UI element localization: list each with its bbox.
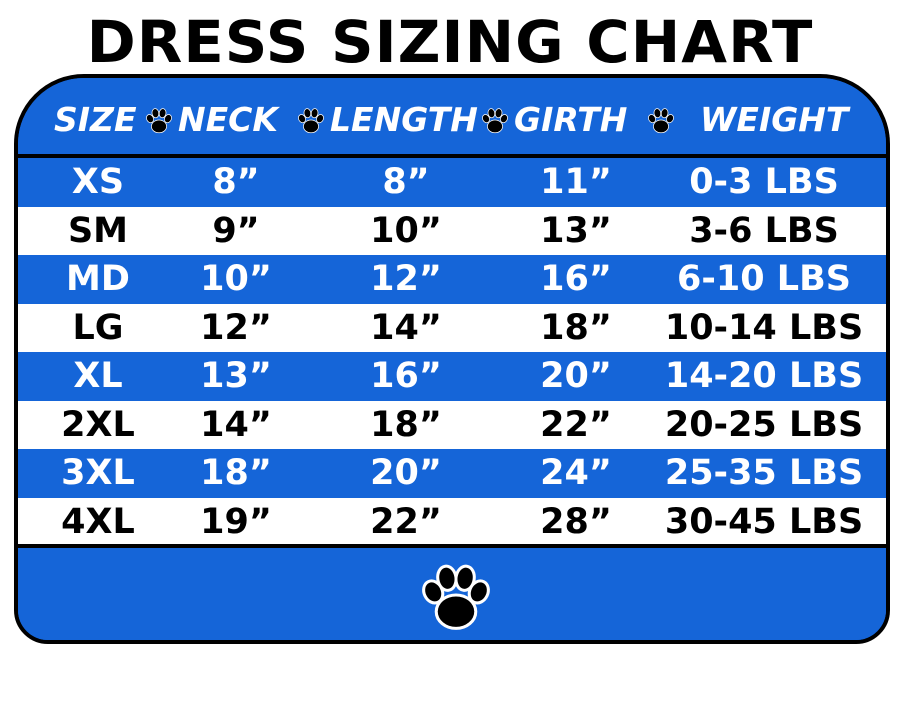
header-weight: WEIGHT xyxy=(700,100,849,139)
cell-size: 3XL xyxy=(61,453,135,493)
cell-weight: 0-3 LBS xyxy=(689,162,839,202)
table-row: XL 13” 16” 20” 14-20 LBS xyxy=(18,352,886,401)
cell-neck: 19” xyxy=(200,501,272,542)
cell-girth: 24” xyxy=(540,453,612,493)
cell-weight: 25-35 LBS xyxy=(664,453,864,493)
cell-size: XL xyxy=(73,356,123,396)
cell-neck: 14” xyxy=(200,404,272,445)
cell-girth: 20” xyxy=(540,356,612,396)
paw-print-icon xyxy=(646,106,676,136)
cell-neck: 9” xyxy=(212,210,260,251)
cell-neck: 8” xyxy=(212,162,260,202)
paw-print-icon xyxy=(418,560,494,636)
cell-size: 4XL xyxy=(61,501,135,542)
cell-girth: 18” xyxy=(540,307,612,348)
paw-print-icon xyxy=(480,106,510,136)
cell-size: SM xyxy=(67,210,129,251)
table-row: 4XL 19” 22” 28” 30-45 LBS xyxy=(18,497,886,546)
table-row: SM 9” 10” 13” 3-6 LBS xyxy=(18,206,886,255)
cell-length: 16” xyxy=(370,356,442,396)
cell-length: 12” xyxy=(370,259,442,299)
paw-print-icon xyxy=(296,106,326,136)
cell-girth: 22” xyxy=(540,404,612,445)
table-row: LG 12” 14” 18” 10-14 LBS xyxy=(18,303,886,352)
cell-length: 10” xyxy=(370,210,442,251)
cell-length: 18” xyxy=(370,404,442,445)
cell-neck: 10” xyxy=(200,259,272,299)
cell-length: 22” xyxy=(370,501,442,542)
paw-print-icon xyxy=(144,106,174,136)
cell-weight: 3-6 LBS xyxy=(689,210,839,251)
chart-title: DRESS SIZING CHART xyxy=(86,8,814,76)
cell-neck: 12” xyxy=(200,307,272,348)
cell-weight: 6-10 LBS xyxy=(677,259,851,299)
header-neck: NECK xyxy=(178,100,278,139)
header-girth: GIRTH xyxy=(514,100,628,139)
table-row: 3XL 18” 20” 24” 25-35 LBS xyxy=(18,449,886,498)
cell-girth: 16” xyxy=(540,259,612,299)
cell-weight: 10-14 LBS xyxy=(664,307,864,348)
table-footer xyxy=(18,544,886,640)
table-row: XS 8” 8” 11” 0-3 LBS xyxy=(18,158,886,207)
cell-length: 20” xyxy=(370,453,442,493)
cell-weight: 20-25 LBS xyxy=(664,404,864,445)
cell-size: MD xyxy=(66,259,130,299)
cell-neck: 13” xyxy=(200,356,272,396)
cell-girth: 28” xyxy=(540,501,612,542)
header-size: SIZE xyxy=(54,100,137,139)
table-row: MD 10” 12” 16” 6-10 LBS xyxy=(18,255,886,304)
cell-length: 14” xyxy=(370,307,442,348)
sizing-table: SIZE NECK LENGTH GIRTH WEIGHT XS 8” 8” 11” 0… xyxy=(14,74,890,644)
cell-weight: 30-45 LBS xyxy=(664,501,864,542)
cell-size: 2XL xyxy=(61,404,135,445)
header-length: LENGTH xyxy=(330,100,478,139)
cell-weight: 14-20 LBS xyxy=(664,356,864,396)
cell-size: LG xyxy=(72,307,124,348)
table-row: 2XL 14” 18” 22” 20-25 LBS xyxy=(18,400,886,449)
cell-girth: 11” xyxy=(540,162,612,202)
cell-size: XS xyxy=(71,162,125,202)
cell-length: 8” xyxy=(382,162,430,202)
cell-girth: 13” xyxy=(540,210,612,251)
cell-neck: 18” xyxy=(200,453,272,493)
table-header: SIZE NECK LENGTH GIRTH WEIGHT xyxy=(18,78,886,158)
